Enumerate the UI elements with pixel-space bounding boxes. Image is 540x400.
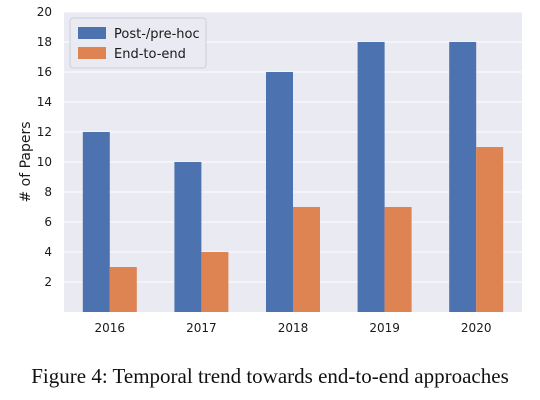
x-tick-label: 2016 [95,321,126,335]
y-tick-label: 4 [44,245,52,259]
x-tick-label: 2020 [461,321,492,335]
y-tick-label: 18 [37,35,52,49]
y-tick-label: 16 [37,65,52,79]
x-tick-label: 2018 [278,321,309,335]
legend-label: End-to-end [114,47,186,62]
bar-2016-1 [109,267,137,312]
x-tick-label: 2019 [369,321,400,335]
bar-2020-1 [476,147,504,312]
y-tick-label: 20 [37,5,52,19]
y-tick-label: 12 [37,125,52,139]
y-tick-label: 8 [44,185,52,199]
bar-2016-0 [82,132,110,312]
legend-swatch [78,47,106,59]
y-tick-label: 6 [44,215,52,229]
bar-2018-0 [266,72,293,312]
bar-2019-1 [384,207,412,312]
bar-2017-0 [174,162,202,312]
bar-2017-1 [201,252,229,312]
y-tick-label: 14 [37,95,52,109]
bar-2019-0 [357,42,385,312]
y-tick-label: 2 [44,275,52,289]
figure-caption: Figure 4: Temporal trend towards end-to-… [31,364,509,388]
bar-2020-0 [449,42,477,312]
x-tick-label: 2017 [186,321,217,335]
legend-label: Post-/pre-hoc [114,27,200,42]
bar-chart: 2 4 6 8 10 12 14 16 18 20 2016 2017 2018 2019 2020 # of… [18,5,522,335]
bar-2018-1 [293,207,320,312]
y-tick-label: 10 [37,155,52,169]
y-axis-label: # of Papers [18,121,34,202]
legend-swatch [78,27,106,39]
